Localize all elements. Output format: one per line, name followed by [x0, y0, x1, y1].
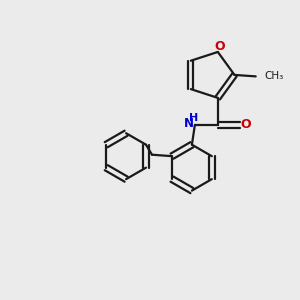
Text: N: N — [183, 117, 194, 130]
Text: O: O — [240, 118, 250, 131]
Text: H: H — [189, 113, 198, 124]
Text: CH₃: CH₃ — [264, 71, 283, 81]
Text: O: O — [214, 40, 225, 53]
